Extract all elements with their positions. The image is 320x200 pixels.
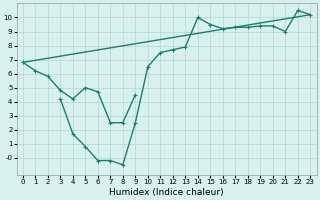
X-axis label: Humidex (Indice chaleur): Humidex (Indice chaleur) [109,188,224,197]
